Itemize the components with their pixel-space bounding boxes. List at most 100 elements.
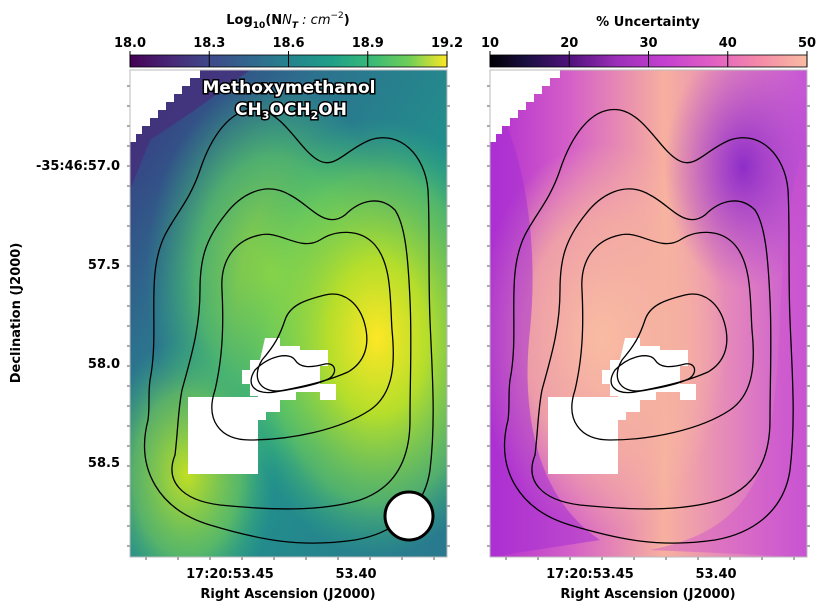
colorbar-tick-label: 18.9 <box>352 36 384 51</box>
axis-tick <box>807 425 810 427</box>
molecule-name: Methoxymethanol <box>203 78 376 98</box>
colorbar-tick-label: 40 <box>719 36 737 51</box>
axis-tick <box>807 485 810 487</box>
axis-tick <box>127 445 130 447</box>
axis-tick <box>127 425 130 427</box>
axis-tick <box>447 245 450 247</box>
colorbar-tick-label: 18.0 <box>114 36 146 51</box>
axis-tick <box>807 225 810 227</box>
axis-tick <box>729 557 731 560</box>
axis-tick <box>145 557 147 560</box>
axis-tick <box>807 265 810 267</box>
axis-tick <box>127 265 130 267</box>
axis-tick <box>807 145 810 147</box>
axis-tick <box>807 545 810 547</box>
left-colorbar-ticks: 18.0 18.3 18.6 18.9 19.2 <box>114 36 463 67</box>
left-colorbar-label: Log10(NNT : cm−2) <box>226 11 349 31</box>
colorbar-tick-label: 18.6 <box>272 36 304 51</box>
axis-tick <box>487 285 490 287</box>
axis-tick <box>807 245 810 247</box>
axis-tick <box>447 525 450 527</box>
axis-tick <box>601 557 603 560</box>
axis-tick <box>807 525 810 527</box>
colorbar-tick-label: 50 <box>798 36 816 51</box>
y-tick-label: 58.0 <box>88 357 120 372</box>
axis-tick <box>807 365 810 367</box>
axis-tick <box>807 505 810 507</box>
axis-tick <box>487 325 490 327</box>
axis-tick <box>487 485 490 487</box>
axis-tick <box>487 145 490 147</box>
axis-tick <box>447 265 450 267</box>
axis-tick <box>487 445 490 447</box>
y-tick-label: 58.5 <box>88 456 120 471</box>
axis-tick <box>487 185 490 187</box>
axis-tick <box>537 557 539 560</box>
axis-tick <box>807 465 810 467</box>
left-axis-ticks <box>127 85 450 560</box>
axis-tick <box>807 205 810 207</box>
axis-tick <box>447 445 450 447</box>
axis-tick <box>807 445 810 447</box>
axis-tick <box>127 525 130 527</box>
right-colorbar-ticks: 10 20 30 40 50 <box>481 36 816 67</box>
axis-tick <box>127 145 130 147</box>
axis-tick <box>337 557 339 560</box>
axis-tick <box>305 557 307 560</box>
axis-tick <box>447 205 450 207</box>
axis-tick <box>447 425 450 427</box>
right-colorbar-label: % Uncertainty <box>596 15 700 30</box>
left-map <box>130 70 447 557</box>
axis-tick <box>447 345 450 347</box>
axis-tick <box>487 125 490 127</box>
axis-tick <box>447 285 450 287</box>
left-panel: Log10(NNT : cm−2) 18.0 18.3 18.6 18.9 19.2 <box>9 11 463 602</box>
right-contours <box>504 108 794 544</box>
axis-tick <box>127 485 130 487</box>
axis-tick <box>447 85 450 87</box>
axis-tick <box>505 557 507 560</box>
axis-tick <box>127 225 130 227</box>
axis-tick <box>807 345 810 347</box>
axis-tick <box>487 505 490 507</box>
axis-tick <box>487 385 490 387</box>
axis-tick <box>487 545 490 547</box>
axis-tick <box>127 405 130 407</box>
axis-tick <box>487 105 490 107</box>
axis-tick <box>633 557 635 560</box>
right-map <box>490 70 807 557</box>
axis-tick <box>447 405 450 407</box>
left-contours <box>144 108 434 544</box>
axis-tick <box>487 205 490 207</box>
axis-tick <box>127 285 130 287</box>
axis-tick <box>793 557 795 560</box>
axis-tick <box>447 305 450 307</box>
x-tick-label: 17:20:53.45 <box>186 567 274 582</box>
colorbar-tick-label: 18.3 <box>193 36 225 51</box>
axis-tick <box>401 557 403 560</box>
colorbar-tick-label: 19.2 <box>431 36 463 51</box>
axis-tick <box>487 525 490 527</box>
axis-tick <box>807 105 810 107</box>
axis-tick <box>447 165 450 167</box>
axis-tick <box>127 125 130 127</box>
axis-tick <box>487 425 490 427</box>
axis-tick <box>127 205 130 207</box>
axis-tick <box>487 345 490 347</box>
axis-tick <box>487 265 490 267</box>
axis-tick <box>807 405 810 407</box>
colorbar-tick-label: 30 <box>639 36 657 51</box>
axis-tick <box>807 85 810 87</box>
axis-tick <box>447 145 450 147</box>
axis-tick <box>447 185 450 187</box>
axis-tick <box>665 557 667 560</box>
right-axis-ticks <box>487 85 810 560</box>
axis-tick <box>209 557 211 560</box>
axis-tick <box>487 85 490 87</box>
axis-tick <box>127 85 130 87</box>
axis-tick <box>807 165 810 167</box>
axis-tick <box>761 557 763 560</box>
axis-tick <box>127 365 130 367</box>
axis-tick <box>369 557 371 560</box>
